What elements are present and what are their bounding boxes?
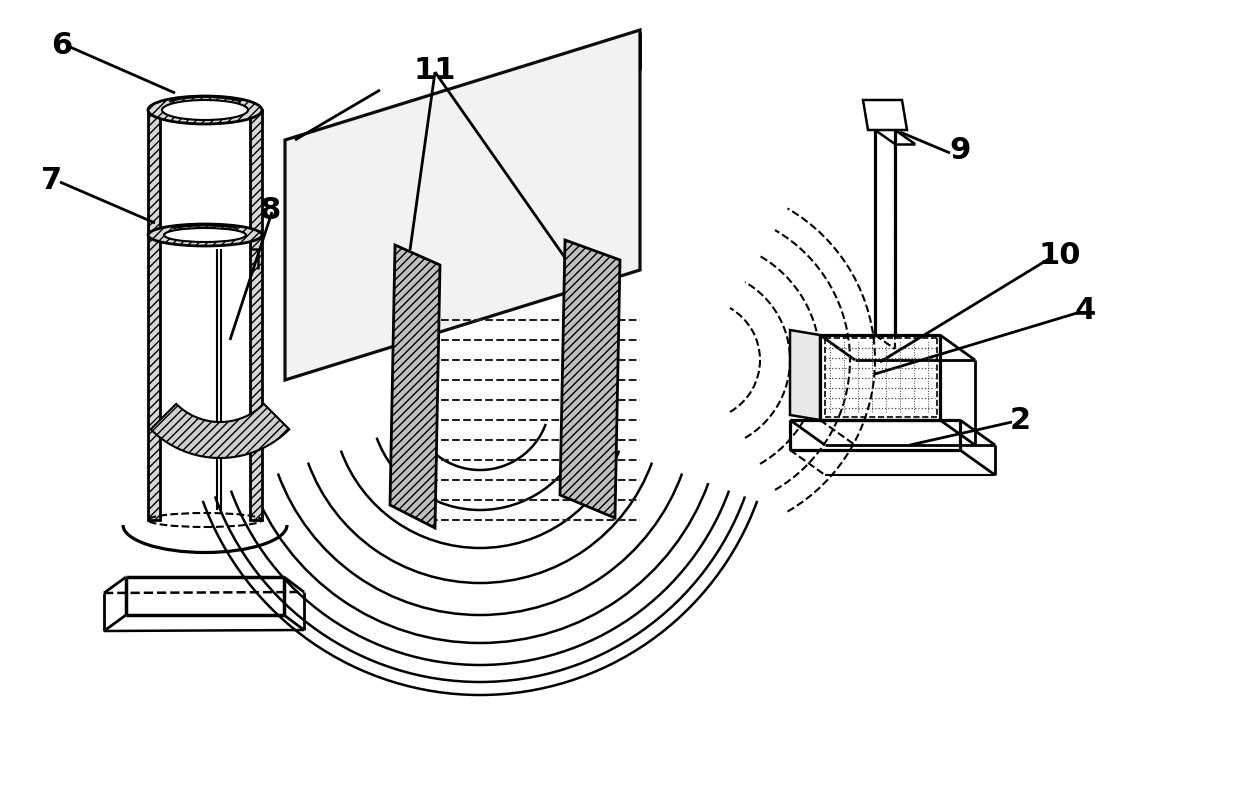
Polygon shape — [250, 110, 262, 520]
Polygon shape — [863, 100, 906, 130]
Ellipse shape — [164, 228, 246, 242]
Polygon shape — [285, 30, 640, 380]
Polygon shape — [790, 330, 820, 420]
Ellipse shape — [148, 224, 262, 246]
Ellipse shape — [162, 100, 248, 120]
Polygon shape — [151, 404, 289, 458]
Text: 4: 4 — [1074, 295, 1096, 325]
Polygon shape — [148, 110, 160, 520]
Text: 7: 7 — [41, 165, 62, 194]
Text: 8: 8 — [259, 195, 280, 224]
Ellipse shape — [148, 96, 262, 124]
Text: 11: 11 — [414, 55, 456, 85]
Polygon shape — [391, 245, 440, 528]
Text: 6: 6 — [51, 31, 73, 59]
Polygon shape — [560, 240, 620, 518]
Text: 10: 10 — [1039, 240, 1081, 269]
Text: 9: 9 — [950, 136, 971, 164]
Text: 2: 2 — [1009, 405, 1030, 434]
